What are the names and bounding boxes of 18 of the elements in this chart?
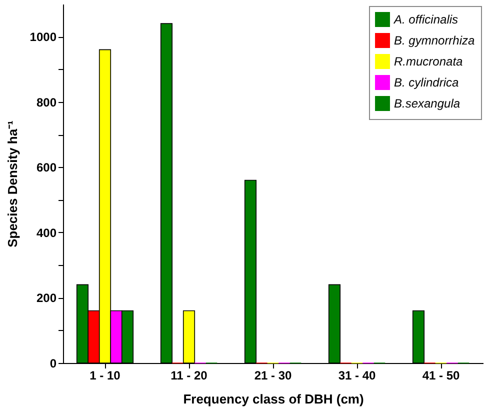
legend-label: B.sexangula [394, 96, 460, 110]
x-tick-label: 31 - 40 [338, 368, 376, 382]
x-tick-label: 1 - 10 [90, 368, 121, 382]
y-tick-label: 200 [36, 291, 57, 306]
x-tick-label: 21 - 30 [254, 368, 292, 382]
legend-label: B. gymnorrhiza [394, 34, 476, 48]
x-tick-label: 41 - 50 [422, 368, 460, 382]
legend-label: R.mucronata [394, 54, 464, 68]
y-tick-label: 0 [50, 356, 57, 370]
y-tick-label: 600 [36, 160, 57, 175]
legend-label: A. officinalis [393, 12, 458, 26]
y-tick-label: 400 [36, 226, 57, 240]
x-axis-title: Frequency class of DBH (cm) [183, 392, 364, 406]
y-tick-label: 1000 [30, 30, 57, 44]
legend-label: B. cylindrica [394, 76, 460, 90]
y-axis-title: Species Density ha⁻¹ [4, 120, 20, 248]
y-tick-label: 800 [36, 95, 57, 110]
x-tick-label: 11 - 20 [170, 368, 208, 382]
